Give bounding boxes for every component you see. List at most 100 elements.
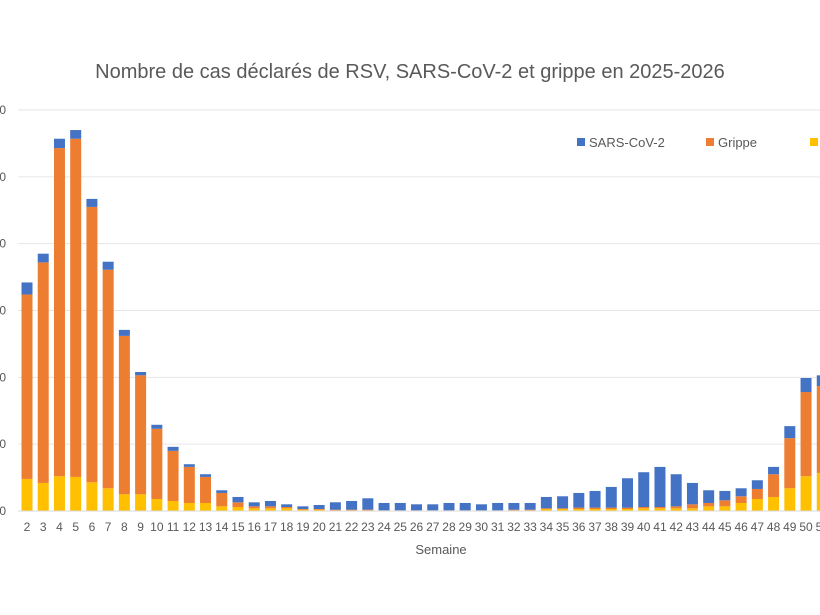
bar-sars-cov-2 <box>248 502 260 507</box>
bar-grippe <box>573 507 585 509</box>
y-tick-label: 400 <box>0 237 6 251</box>
bar-sars-cov-2 <box>86 198 98 207</box>
bar-grippe <box>70 138 82 477</box>
bar-rsv <box>281 508 293 511</box>
bar-grippe <box>362 509 374 511</box>
x-tick-label: 7 <box>105 520 112 534</box>
x-tick-label: 12 <box>183 520 197 534</box>
bar-sars-cov-2 <box>167 446 179 451</box>
bar-sars-cov-2 <box>654 466 666 507</box>
bar-grippe <box>816 386 820 473</box>
bar-rsv <box>297 509 309 511</box>
x-tick-label: 9 <box>137 520 144 534</box>
x-tick-label: 51 <box>816 520 820 534</box>
bar-grippe <box>200 476 212 503</box>
bar-grippe <box>605 507 617 509</box>
x-tick-label: 4 <box>56 520 63 534</box>
bar-rsv <box>719 506 731 511</box>
bar-sars-cov-2 <box>183 464 195 467</box>
bar-sars-cov-2 <box>297 506 309 509</box>
bar-sars-cov-2 <box>378 502 390 511</box>
bar-rsv <box>735 502 747 511</box>
legend-swatch <box>577 138 585 146</box>
bar-rsv <box>768 496 780 511</box>
bar-grippe <box>735 496 747 503</box>
bar-sars-cov-2 <box>735 488 747 497</box>
bar-sars-cov-2 <box>281 504 293 507</box>
x-tick-label: 44 <box>702 520 716 534</box>
x-tick-label: 42 <box>670 520 684 534</box>
bar-grippe <box>638 506 650 509</box>
x-tick-label: 29 <box>459 520 473 534</box>
bar-sars-cov-2 <box>411 504 423 511</box>
bar-rsv <box>37 482 49 511</box>
bar-grippe <box>686 504 698 509</box>
x-tick-label: 3 <box>40 520 47 534</box>
chart-title: Nombre de cas déclarés de RSV, SARS-CoV-… <box>95 61 725 83</box>
bar-rsv <box>670 508 682 511</box>
bar-grippe <box>703 502 715 507</box>
legend-label: Grippe <box>718 135 757 150</box>
bar-rsv <box>557 508 569 511</box>
y-axis-ticks: 0 100 200 300 400 500 600 <box>0 103 6 518</box>
bar-sars-cov-2 <box>37 253 49 263</box>
bar-rsv <box>589 508 601 511</box>
x-tick-label: 26 <box>410 520 424 534</box>
bar-sars-cov-2 <box>751 480 763 489</box>
bar-rsv <box>800 476 812 511</box>
x-tick-label: 47 <box>751 520 765 534</box>
x-tick-label: 36 <box>572 520 586 534</box>
bar-grippe <box>37 262 49 483</box>
x-tick-label: 14 <box>215 520 229 534</box>
x-tick-label: 11 <box>167 520 180 534</box>
bar-grippe <box>768 474 780 497</box>
bar-sars-cov-2 <box>800 378 812 393</box>
y-tick-label: 300 <box>0 304 6 318</box>
bar-rsv <box>102 488 114 511</box>
bar-grippe <box>346 509 358 511</box>
bar-sars-cov-2 <box>70 130 82 139</box>
x-tick-label: 17 <box>264 520 278 534</box>
bar-grippe <box>589 507 601 509</box>
bar-sars-cov-2 <box>638 472 650 507</box>
bar-rsv <box>784 488 796 511</box>
bar-rsv <box>53 476 65 511</box>
bar-sars-cov-2 <box>816 375 820 387</box>
bar-sars-cov-2 <box>784 426 796 439</box>
bar-rsv <box>248 508 260 511</box>
x-tick-label: 8 <box>121 520 128 534</box>
bar-grippe <box>329 509 341 511</box>
x-tick-label: 21 <box>329 520 343 534</box>
bar-sars-cov-2 <box>557 496 569 509</box>
x-tick-label: 45 <box>718 520 732 534</box>
x-tick-label: 40 <box>637 520 651 534</box>
x-tick-label: 13 <box>199 520 213 534</box>
bar-grippe <box>297 508 309 510</box>
x-tick-label: 49 <box>783 520 797 534</box>
bar-rsv <box>151 498 163 511</box>
bar-grippe <box>86 206 98 483</box>
bar-sars-cov-2 <box>394 502 406 511</box>
bar-grippe <box>183 466 195 503</box>
legend-label: SARS-CoV-2 <box>589 135 665 150</box>
x-tick-label: 34 <box>540 520 554 534</box>
bar-grippe <box>232 502 244 507</box>
x-tick-label: 37 <box>588 520 602 534</box>
bar-sars-cov-2 <box>102 261 114 270</box>
bar-rsv <box>216 506 228 511</box>
bar-rsv <box>605 508 617 511</box>
bar-grippe <box>524 509 536 511</box>
x-tick-label: 39 <box>621 520 635 534</box>
bar-rsv <box>686 508 698 511</box>
bar-rsv <box>573 508 585 511</box>
x-tick-label: 28 <box>442 520 456 534</box>
x-tick-label: 25 <box>394 520 408 534</box>
bar-grippe <box>719 500 731 507</box>
x-tick-label: 27 <box>426 520 440 534</box>
y-tick-label: 0 <box>0 504 6 518</box>
bar-grippe <box>264 506 276 509</box>
bar-rsv <box>118 494 130 511</box>
bar-sars-cov-2 <box>216 490 228 493</box>
bar-sars-cov-2 <box>21 282 33 295</box>
bar-sars-cov-2 <box>53 138 65 149</box>
